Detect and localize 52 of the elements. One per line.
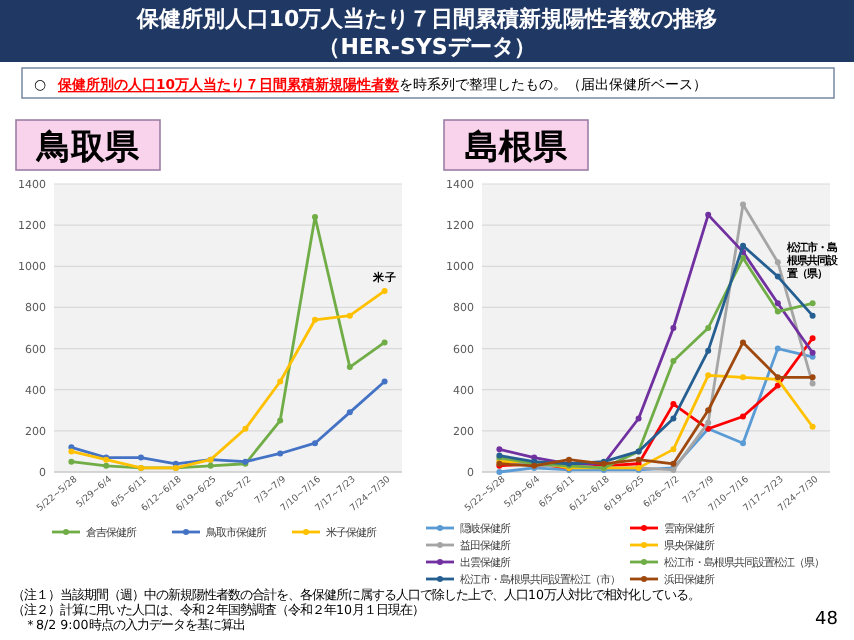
point	[242, 425, 249, 432]
point	[346, 364, 353, 371]
point	[809, 374, 816, 381]
point	[740, 413, 746, 420]
point	[635, 415, 642, 422]
line-series	[68, 287, 388, 471]
point	[381, 378, 388, 385]
point	[277, 417, 284, 424]
point	[138, 454, 144, 461]
point	[312, 440, 318, 447]
point	[277, 378, 284, 385]
text: 48	[815, 610, 839, 630]
point	[277, 450, 284, 457]
point	[740, 339, 746, 346]
point	[774, 300, 781, 307]
point	[670, 415, 677, 422]
point	[705, 325, 712, 331]
point	[809, 380, 816, 387]
point	[740, 374, 746, 381]
point	[103, 462, 110, 469]
point	[774, 308, 781, 315]
point	[809, 300, 816, 307]
point	[68, 458, 75, 465]
point	[705, 347, 712, 354]
point	[312, 316, 318, 323]
point	[740, 440, 746, 447]
point	[496, 469, 503, 475]
point	[705, 211, 712, 218]
point	[774, 273, 781, 280]
chart-title: 島根県	[465, 128, 569, 168]
point	[705, 407, 712, 414]
point	[670, 401, 677, 408]
point	[774, 345, 781, 352]
point	[670, 446, 677, 453]
point	[381, 287, 388, 294]
point	[774, 259, 781, 266]
point	[809, 423, 816, 430]
point	[809, 335, 816, 342]
point	[670, 357, 677, 364]
point	[346, 409, 353, 416]
point	[496, 446, 503, 453]
chart-title: 鳥取県	[35, 128, 141, 168]
point	[705, 372, 712, 379]
text: 保健所別人口10万人当たり７日間累積新規陽性者数の推移	[134, 6, 718, 32]
point	[346, 312, 353, 319]
point	[774, 382, 781, 389]
point	[381, 339, 388, 346]
point	[670, 325, 677, 331]
text: （HER-SYSデータ）	[318, 34, 536, 60]
point	[705, 419, 712, 426]
point	[809, 312, 816, 319]
point	[207, 462, 214, 469]
